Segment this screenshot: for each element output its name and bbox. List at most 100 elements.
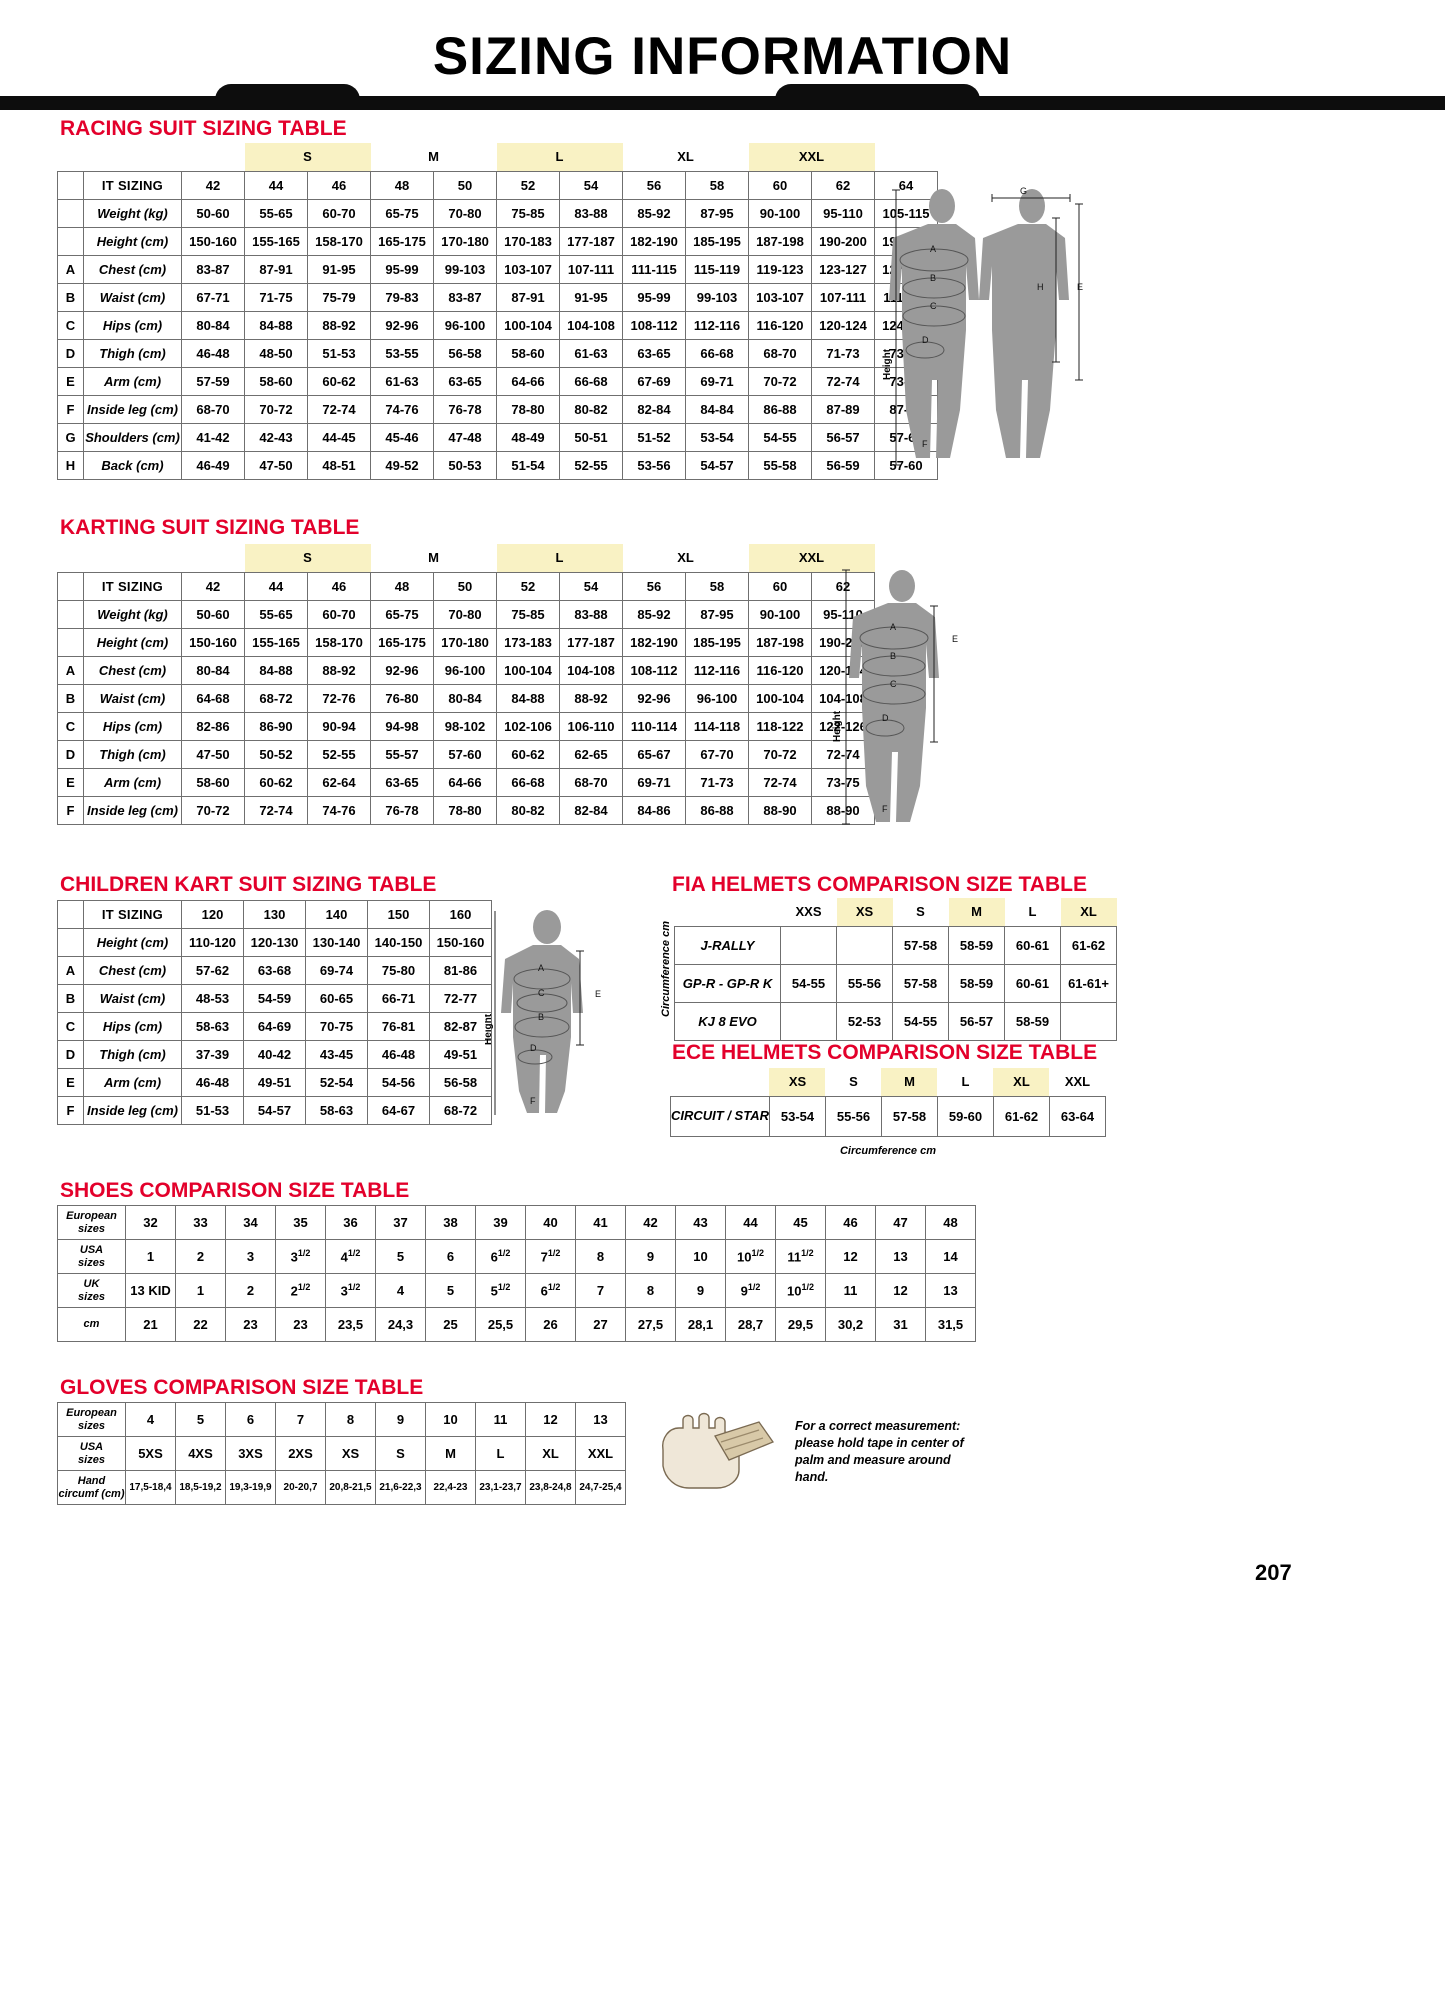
measurement-cell: 108-112	[622, 655, 686, 685]
shoes-value-cell: 43	[675, 1205, 726, 1240]
measurement-cell: 57-59	[181, 366, 245, 396]
measurement-cell: 57-62	[181, 956, 244, 985]
size-header: 52	[496, 170, 560, 200]
shoes-row-label: UK sizes	[57, 1273, 126, 1308]
svg-text:B: B	[930, 273, 936, 283]
measurement-cell: 87-95	[685, 198, 749, 228]
ece-caption-wrap: Circumference cm	[670, 1141, 1106, 1159]
row-letter: D	[57, 338, 84, 368]
measurement-cell: 69-71	[685, 366, 749, 396]
measurement-cell: 116-120	[748, 655, 812, 685]
ece-size-header: XL	[993, 1068, 1050, 1096]
karting-table-wrap: S M L XL XXL IT SIZING 42 44 46 48 50 52 54 56 58 60 62 W…	[57, 544, 875, 825]
ece-section-title-wrap: ECE HELMETS COMPARISON SIZE TABLE	[672, 1041, 1097, 1065]
size-header: 42	[181, 170, 245, 200]
shoes-value-cell: 13 KID	[125, 1273, 176, 1308]
group-spacer	[84, 544, 182, 572]
shoes-value-cell: 32	[125, 1205, 176, 1240]
measurement-cell: 72-76	[307, 683, 371, 713]
measurement-cell: 150-160	[181, 627, 245, 657]
size-header: 42	[181, 571, 245, 601]
fia-value-cell	[1060, 1001, 1117, 1041]
measurement-cell: 53-54	[685, 422, 749, 452]
measurement-cell: 63-65	[433, 366, 497, 396]
gloves-section-title: GLOVES COMPARISON SIZE TABLE	[60, 1376, 424, 1399]
measurement-cell: 106-110	[559, 711, 623, 741]
measurement-cell: 66-68	[685, 338, 749, 368]
measurement-cell: 70-72	[748, 366, 812, 396]
shoes-row: USA sizes 1 2 3 31/2 41/2 5 6 61/2 71/2 8 9 10 101/2 11…	[57, 1239, 976, 1274]
measurement-cell: 70-80	[433, 198, 497, 228]
measurement-row: A Chest (cm) 57-62 63-68 69-74 75-80 81-86	[57, 956, 492, 985]
measurement-cell: 150-160	[429, 928, 492, 957]
it-sizing-row: IT SIZING 42 44 46 48 50 52 54 56 58 60 62 64	[57, 170, 938, 200]
karting-section-title: KARTING SUIT SIZING TABLE	[60, 516, 360, 539]
measurement-cell: 50-60	[181, 198, 245, 228]
measurement-cell: 92-96	[370, 655, 434, 685]
size-header: 44	[244, 571, 308, 601]
measurement-cell: 114-118	[685, 711, 749, 741]
ece-value-cell: 59-60	[936, 1095, 994, 1137]
measurement-cell: 66-71	[367, 984, 430, 1013]
measurement-cell: 58-60	[496, 338, 560, 368]
size-header: 58	[685, 571, 749, 601]
shoes-value-cell: 26	[525, 1307, 576, 1342]
row-label: Chest (cm)	[83, 956, 182, 985]
shoes-value-cell: 34	[225, 1205, 276, 1240]
svg-text:F: F	[922, 439, 928, 449]
size-header: 160	[429, 900, 492, 929]
measurement-cell: 100-104	[748, 683, 812, 713]
measurement-cell: 83-88	[559, 198, 623, 228]
measurement-cell: 104-108	[559, 310, 623, 340]
gloves-value-cell: 13	[575, 1402, 626, 1437]
ece-row: CIRCUIT / STAR 53-54 55-56 57-58 59-60 61-62 6…	[670, 1095, 1106, 1137]
measurement-row: D Thigh (cm) 47-50 50-52 52-55 55-57 57-60 60-6…	[57, 739, 875, 769]
shoes-value-cell: 1	[125, 1239, 176, 1274]
measurement-cell: 87-89	[811, 394, 875, 424]
measurement-cell: 55-57	[370, 739, 434, 769]
measurement-cell: 60-65	[305, 984, 368, 1013]
measurement-cell: 190-200	[811, 226, 875, 256]
group-label	[875, 143, 938, 171]
shoes-row: cm 21 22 23 23 23,5 24,3 25 25,5 26 27 27,5 28,1 28,7…	[57, 1307, 976, 1342]
children-kart-table: IT SIZING 120 130 140 150 160 Height (cm) 110-1…	[57, 900, 492, 1125]
ece-size-header: M	[881, 1068, 938, 1096]
measurement-cell: 60-70	[307, 599, 371, 629]
measurement-cell: 60-62	[496, 739, 560, 769]
measurement-cell: 70-72	[181, 795, 245, 825]
gloves-value-cell: 9	[375, 1402, 426, 1437]
row-label: Height (cm)	[83, 928, 182, 957]
measurement-cell: 37-39	[181, 1040, 244, 1069]
measurement-cell: 48-53	[181, 984, 244, 1013]
ece-size-header: XXL	[1064, 1074, 1091, 1090]
measurement-cell: 64-67	[367, 1096, 430, 1125]
corner-cell	[671, 1068, 770, 1096]
measurement-row: F Inside leg (cm) 70-72 72-74 74-76 76-78 78-8…	[57, 795, 875, 825]
measurement-cell: 40-42	[243, 1040, 306, 1069]
measurement-cell: 185-195	[685, 627, 749, 657]
page-number: 207	[1255, 1560, 1292, 1585]
svg-text:C: C	[930, 301, 937, 311]
shoes-value-cell: 23,5	[325, 1307, 376, 1342]
svg-text:H: H	[1037, 282, 1044, 292]
racing-figure-svg: A B C D F G H E Height	[882, 186, 1083, 466]
gloves-value-cell: 5XS	[125, 1436, 176, 1471]
measurement-cell: 79-83	[370, 282, 434, 312]
measurement-cell: 49-52	[370, 450, 434, 480]
shoes-value-cell: 30,2	[825, 1307, 876, 1342]
group-spacer	[182, 143, 245, 171]
measurement-cell: 105-115	[874, 198, 938, 228]
ece-value-cell: 63-64	[1048, 1095, 1106, 1137]
measurement-cell: 118-122	[748, 711, 812, 741]
fia-value-cell: 52-53	[836, 1001, 893, 1041]
svg-text:D: D	[882, 713, 889, 723]
group-label: M	[428, 149, 439, 165]
measurement-cell: 185-195	[685, 226, 749, 256]
shoes-section-title-wrap: SHOES COMPARISON SIZE TABLE	[60, 1179, 409, 1203]
measurement-cell: 104-108	[559, 655, 623, 685]
measurement-cell: 82-86	[181, 711, 245, 741]
fia-value-cell: 60-61	[1004, 925, 1061, 965]
measurement-cell: 92-96	[622, 683, 686, 713]
measurement-cell: 115-119	[685, 254, 749, 284]
shoes-table-wrap: European sizes 32 33 34 35 36 37 38 39 40 41 42 43 44 4…	[57, 1205, 976, 1342]
